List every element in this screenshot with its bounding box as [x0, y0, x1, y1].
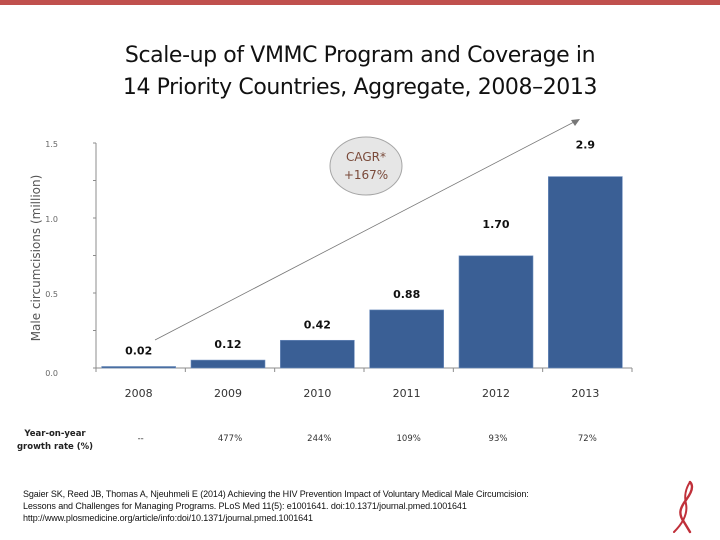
title-line-1: Scale-up of VMMC Program and Coverage in: [124, 43, 596, 68]
growth-value-2012: 93%: [488, 434, 508, 444]
data-label-2012: 1.70: [482, 218, 509, 231]
citation-line-1: Sgaier SK, Reed JB, Thomas A, Njeuhmeli …: [23, 489, 529, 499]
y-tick-label: 1.5: [45, 140, 58, 149]
y-tick-label: 0.0: [45, 369, 58, 378]
y-axis-label: Male circumcisions (million): [29, 175, 43, 342]
growth-label-line-2: growth rate (%): [16, 442, 94, 452]
x-tick-label-2013: 2013: [571, 387, 599, 400]
growth-value-2011: 109%: [396, 434, 421, 444]
accent-bar: [0, 0, 720, 5]
x-tick-label-2012: 2012: [482, 387, 510, 400]
bars: [101, 176, 623, 369]
cagr-label: CAGR*: [346, 150, 386, 164]
citation-url: http://www.plosmedicine.org/article/info…: [23, 513, 313, 523]
data-label-2011: 0.88: [393, 288, 420, 301]
cagr-ellipse: [329, 136, 403, 196]
growth-value-2013: 72%: [577, 434, 597, 444]
cagr-value: +167%: [344, 168, 388, 182]
growth-label-line-1: Year-on-year: [24, 429, 86, 439]
red-ribbon-icon: [673, 480, 694, 534]
bar-2011: [369, 309, 444, 369]
y-tick-label: 0.5: [45, 290, 58, 299]
trend-arrow-head: [571, 119, 580, 126]
y-tick-label: 1.0: [45, 215, 58, 224]
bar-2008: [101, 366, 176, 369]
x-tick-label-2011: 2011: [393, 387, 421, 400]
data-label-2009: 0.12: [214, 338, 241, 351]
slide-title: Scale-up of VMMC Program and Coverage in…: [0, 40, 720, 104]
growth-row-label: Year-on-year growth rate (%): [10, 428, 100, 454]
labels: 0.02 2008 0.12 2009 0.42 2010 0.88 2011 1.70 2012…: [125, 139, 600, 400]
bar-2012: [458, 255, 534, 369]
x-tick-label-2010: 2010: [303, 387, 331, 400]
bar-2013: [548, 176, 623, 369]
trend-arrow-line: [154, 121, 575, 341]
x-tick-label-2009: 2009: [214, 387, 242, 400]
cagr-annotation: CAGR* +167%: [154, 119, 580, 341]
axes: 0.0 0.5 1.0 1.5: [45, 140, 633, 378]
citation: Sgaier SK, Reed JB, Thomas A, Njeuhmeli …: [23, 488, 683, 524]
bar-chart: 0.0 0.5 1.0 1.5 0.02 2008 0.12 2009 0.42 2010 0.8…: [29, 119, 633, 400]
bar-2009: [190, 359, 266, 369]
data-label-2008: 0.02: [125, 345, 152, 358]
title-line-2: 14 Priority Countries, Aggregate, 2008–2…: [122, 75, 598, 100]
data-label-2013: 2.9: [576, 139, 596, 152]
growth-value-2010: 244%: [307, 434, 332, 444]
bar-2010: [280, 339, 355, 369]
growth-value-2009: 477%: [217, 434, 243, 444]
data-label-2010: 0.42: [304, 318, 331, 331]
x-tick-label-2008: 2008: [125, 387, 153, 400]
growth-value-2008: --: [137, 434, 144, 444]
citation-line-2: Lessons and Challenges for Managing Prog…: [23, 501, 467, 511]
